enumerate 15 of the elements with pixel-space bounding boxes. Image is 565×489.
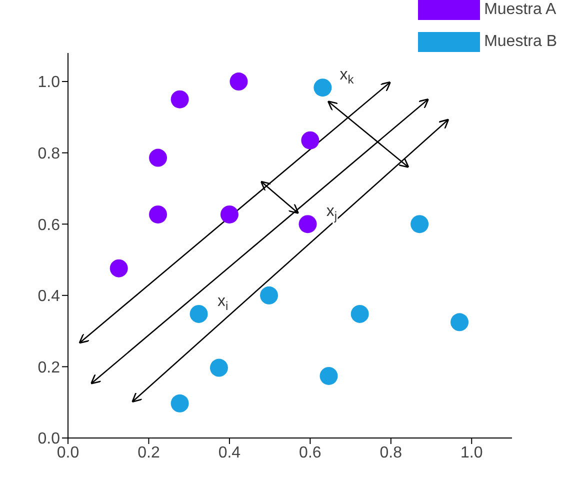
x-tick-label: 1.0	[460, 444, 483, 462]
annotation: x$_{j}$	[326, 203, 338, 223]
y-tick-label: 1.0	[38, 74, 60, 92]
annotation: x$_{k}$	[340, 66, 355, 86]
legend-label: Muestra A	[484, 1, 556, 19]
annotation: x$_{i}$	[217, 292, 228, 313]
x-tick-label: 0.4	[218, 444, 241, 462]
legend-label: Muestra B	[484, 33, 557, 51]
x-tick-label: 0.8	[380, 444, 402, 462]
y-tick-label: 0.8	[38, 145, 60, 162]
x-tick-label: 0.2	[138, 444, 160, 462]
y-tick-label: 0.4	[38, 288, 60, 306]
y-tick-label: 0.2	[38, 359, 60, 376]
x-tick-label: 0.6	[299, 444, 322, 462]
y-tick-label: 0.6	[38, 216, 60, 234]
